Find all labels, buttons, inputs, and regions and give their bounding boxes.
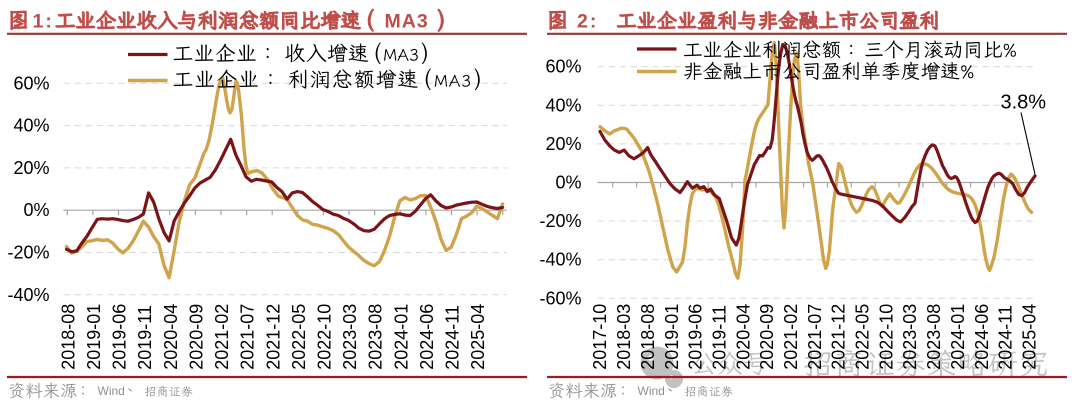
svg-text:2024-06: 2024-06 <box>972 304 992 370</box>
svg-text:2017-10: 2017-10 <box>590 304 610 370</box>
svg-text:2024-11: 2024-11 <box>443 305 463 370</box>
svg-text:2019-06: 2019-06 <box>686 304 706 370</box>
svg-text:-20%: -20% <box>7 243 49 263</box>
svg-text:-40%: -40% <box>7 285 49 305</box>
svg-text:0%: 0% <box>23 200 49 220</box>
svg-text:2021-12: 2021-12 <box>263 304 283 370</box>
svg-text:0%: 0% <box>555 173 581 193</box>
svg-text:2022-05: 2022-05 <box>853 304 873 370</box>
svg-text:2018-08: 2018-08 <box>58 304 78 370</box>
svg-text:2021-02: 2021-02 <box>212 304 232 370</box>
svg-text:60%: 60% <box>13 73 49 93</box>
svg-text:2019-11: 2019-11 <box>710 305 730 370</box>
svg-text:20%: 20% <box>545 134 581 154</box>
svg-text:2020-04: 2020-04 <box>161 304 181 370</box>
svg-text:40%: 40% <box>545 95 581 115</box>
svg-text:3.8%: 3.8% <box>1001 92 1047 114</box>
svg-text:2021-12: 2021-12 <box>829 304 849 370</box>
svg-text:2019-11: 2019-11 <box>135 305 155 370</box>
svg-text:2022-10: 2022-10 <box>876 304 896 370</box>
svg-text:2024-01: 2024-01 <box>948 304 968 370</box>
svg-text:2019-01: 2019-01 <box>84 304 104 370</box>
svg-text:2:: 2: <box>577 11 598 33</box>
svg-text:2021-02: 2021-02 <box>781 304 801 370</box>
svg-text:2022-05: 2022-05 <box>289 304 309 370</box>
svg-text:2018-08: 2018-08 <box>638 304 658 370</box>
svg-text:2024-11: 2024-11 <box>996 305 1016 370</box>
svg-text:2019-06: 2019-06 <box>110 304 130 370</box>
svg-text:2025-04: 2025-04 <box>468 304 488 370</box>
svg-text:2020-04: 2020-04 <box>733 304 753 370</box>
svg-text:Wind: Wind <box>638 384 665 398</box>
svg-text:Wind: Wind <box>98 384 125 398</box>
svg-text:2021-07: 2021-07 <box>238 304 258 370</box>
svg-text:2025-04: 2025-04 <box>1020 304 1040 370</box>
svg-text:20%: 20% <box>13 158 49 178</box>
svg-text:1:: 1: <box>33 11 54 33</box>
svg-text:2023-08: 2023-08 <box>366 304 386 370</box>
svg-text:40%: 40% <box>13 116 49 136</box>
svg-text:-60%: -60% <box>539 288 581 308</box>
svg-text:60%: 60% <box>545 57 581 77</box>
svg-text:2024-06: 2024-06 <box>417 304 437 370</box>
svg-text:2024-01: 2024-01 <box>391 304 411 370</box>
svg-text:2022-10: 2022-10 <box>315 304 335 370</box>
svg-text:2020-09: 2020-09 <box>757 304 777 370</box>
svg-text:2019-01: 2019-01 <box>662 304 682 370</box>
svg-text:MA3: MA3 <box>385 11 429 33</box>
svg-text:2020-09: 2020-09 <box>186 304 206 370</box>
svg-text:2023-08: 2023-08 <box>924 304 944 370</box>
svg-text:2018-03: 2018-03 <box>614 304 634 370</box>
svg-text:2023-03: 2023-03 <box>900 304 920 370</box>
svg-text:-40%: -40% <box>539 250 581 270</box>
svg-text:2023-03: 2023-03 <box>340 304 360 370</box>
svg-text:2021-07: 2021-07 <box>805 304 825 370</box>
svg-text:-20%: -20% <box>539 211 581 231</box>
